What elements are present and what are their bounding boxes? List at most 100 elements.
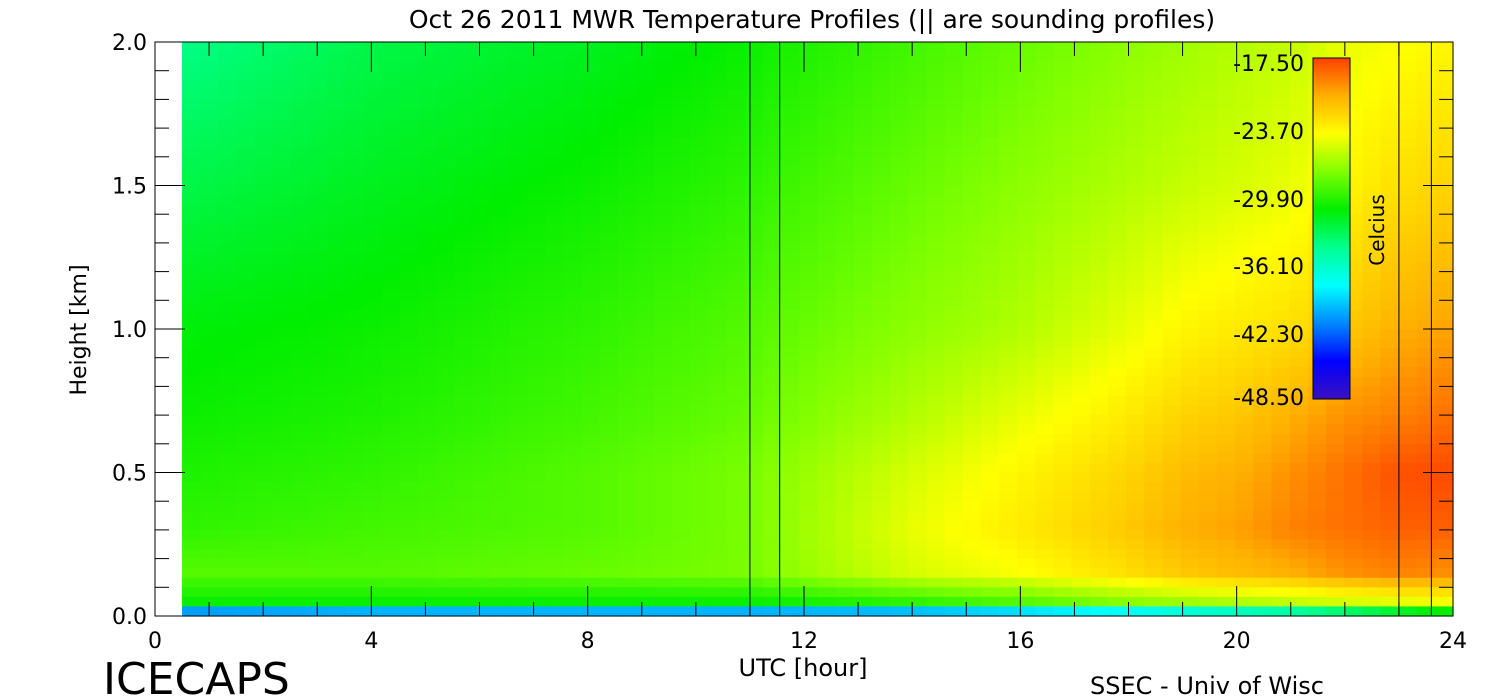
heat-cell — [926, 443, 946, 454]
heat-cell — [1035, 587, 1055, 598]
heat-cell — [908, 367, 928, 378]
heat-cell — [1380, 166, 1400, 177]
heat-cell — [182, 501, 201, 512]
heat-cell — [926, 577, 946, 588]
heat-cell — [944, 42, 964, 53]
heat-cell — [1162, 309, 1182, 321]
heat-cell — [835, 300, 855, 311]
heat-cell — [1434, 453, 1454, 464]
heat-cell — [999, 233, 1018, 244]
heat-cell — [1398, 42, 1418, 53]
heat-cell — [853, 70, 873, 81]
heat-cell — [436, 501, 455, 512]
heat-cell — [1271, 223, 1291, 234]
heat-cell — [1180, 290, 1200, 301]
heat-cell — [381, 319, 401, 330]
heat-cell — [418, 501, 437, 512]
heat-cell — [871, 510, 891, 521]
heat-cell — [527, 357, 546, 368]
heat-cell — [200, 367, 219, 378]
heat-cell — [581, 61, 601, 72]
heat-cell — [708, 137, 728, 148]
heat-cell — [290, 329, 310, 340]
heat-cell — [781, 147, 800, 158]
heat-cell — [654, 309, 673, 321]
heat-cell — [508, 434, 528, 445]
heat-cell — [1362, 271, 1381, 282]
heat-cell — [1380, 195, 1400, 206]
heat-cell — [1108, 501, 1127, 512]
heat-cell — [635, 529, 655, 541]
heat-cell — [1398, 549, 1418, 560]
heat-cell — [345, 462, 365, 474]
heat-cell — [381, 348, 401, 359]
heat-cell — [581, 156, 601, 167]
heat-cell — [1434, 42, 1454, 53]
heat-cell — [890, 137, 909, 148]
heat-cell — [1362, 443, 1381, 454]
heat-cell — [290, 262, 310, 273]
heat-cell — [345, 520, 365, 531]
heat-cell — [617, 252, 637, 263]
heat-cell — [1253, 501, 1273, 512]
heat-cell — [436, 606, 455, 617]
heat-cell — [527, 281, 546, 292]
heat-cell — [345, 482, 365, 493]
heat-cell — [200, 61, 219, 72]
heat-cell — [999, 424, 1018, 435]
heat-cell — [490, 290, 510, 301]
heat-cell — [708, 482, 728, 493]
heat-cell — [599, 472, 619, 483]
heat-cell — [236, 70, 256, 81]
heat-cell — [1108, 577, 1127, 588]
heat-cell — [563, 319, 583, 330]
heat-cell — [654, 166, 673, 177]
heat-cell — [1017, 281, 1036, 292]
heat-cell — [890, 271, 909, 282]
heat-cell — [363, 415, 383, 426]
heat-cell — [654, 587, 673, 598]
heat-cell — [182, 348, 201, 359]
heat-cell — [1162, 242, 1182, 254]
heat-cell — [890, 539, 909, 550]
heat-cell — [817, 482, 837, 493]
heat-cell — [908, 549, 928, 560]
heat-cell — [345, 309, 365, 321]
heat-cell — [908, 558, 928, 569]
heat-cell — [617, 290, 637, 301]
heat-cell — [1071, 319, 1091, 330]
heat-cell — [672, 558, 692, 569]
heat-cell — [1398, 156, 1418, 167]
heat-cell — [327, 491, 347, 502]
heat-cell — [1253, 510, 1273, 521]
heat-cell — [454, 443, 474, 454]
heat-cell — [980, 223, 1000, 234]
heat-cell — [399, 462, 419, 474]
heat-cell — [980, 606, 1000, 617]
heat-cell — [272, 166, 292, 177]
heat-cell — [908, 357, 928, 368]
heat-cell — [563, 300, 583, 311]
heat-cell — [1071, 118, 1091, 129]
heat-cell — [1253, 376, 1273, 387]
heat-cell — [708, 395, 728, 407]
heat-cell — [1235, 376, 1254, 387]
heat-cell — [309, 128, 328, 139]
heat-cell — [527, 596, 546, 608]
heat-cell — [871, 89, 891, 100]
heat-cell — [272, 415, 292, 426]
heat-cell — [454, 424, 474, 435]
heat-cell — [490, 128, 510, 139]
heat-cell — [1362, 166, 1381, 177]
heat-cell — [617, 491, 637, 502]
heat-cell — [1198, 386, 1218, 397]
heat-cell — [871, 539, 891, 550]
heat-cell — [508, 61, 528, 72]
heat-cell — [581, 175, 601, 187]
heat-cell — [1126, 137, 1145, 148]
heat-cell — [635, 271, 655, 282]
heat-cell — [1017, 118, 1036, 129]
heat-cell — [817, 491, 837, 502]
heat-cell — [1089, 147, 1109, 158]
heat-cell — [200, 128, 219, 139]
